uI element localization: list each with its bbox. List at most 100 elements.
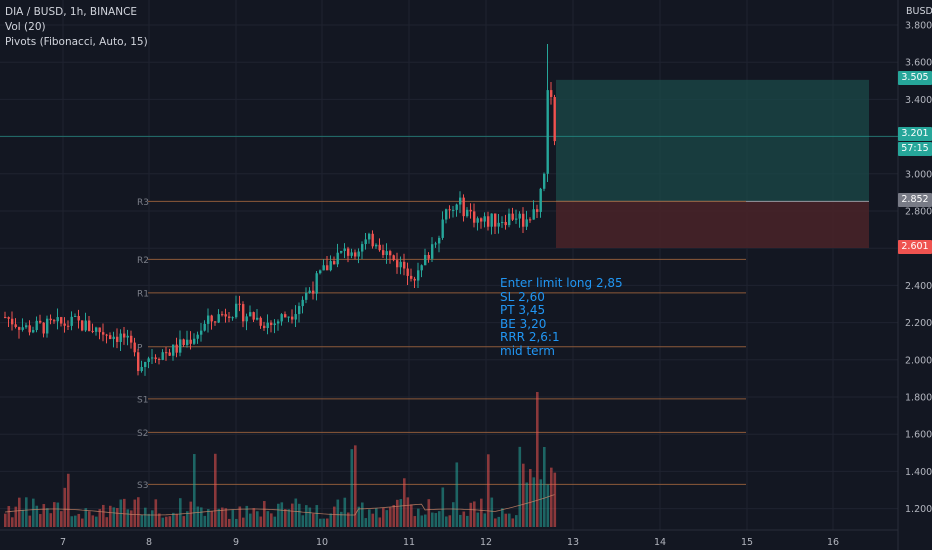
volume-bar bbox=[259, 516, 263, 527]
candle-body bbox=[221, 314, 224, 316]
candle-body bbox=[511, 213, 514, 220]
candle-body bbox=[340, 250, 343, 253]
candle-body bbox=[270, 322, 273, 326]
candle-body bbox=[11, 318, 14, 325]
time-tick-label: 10 bbox=[316, 537, 328, 548]
candle-body bbox=[193, 338, 196, 344]
volume-bar bbox=[60, 511, 63, 527]
pivots-legend[interactable]: Pivots (Fibonacci, Auto, 15) bbox=[5, 36, 148, 48]
candle-body bbox=[371, 233, 374, 247]
candle-body bbox=[144, 361, 147, 367]
volume-bar bbox=[368, 509, 371, 527]
candle-body bbox=[112, 336, 115, 340]
candle-body bbox=[469, 209, 472, 212]
profit-zone bbox=[556, 79, 869, 202]
volume-bar bbox=[228, 518, 231, 527]
volume-bar bbox=[543, 446, 546, 527]
volume-bar bbox=[102, 504, 105, 527]
long-position-tool[interactable] bbox=[0, 79, 898, 249]
candle-body bbox=[424, 254, 427, 266]
volume-bar bbox=[11, 517, 14, 527]
candle-body bbox=[333, 261, 336, 265]
candle-body bbox=[98, 327, 101, 333]
note-line-4: BE 3,20 bbox=[500, 316, 547, 331]
candle-body bbox=[228, 316, 231, 318]
pivot-lines: R3 R2 R1 P S1 S2 S3 bbox=[137, 198, 746, 491]
candle-body bbox=[21, 327, 24, 330]
candle-body bbox=[347, 248, 350, 256]
candle-body bbox=[81, 320, 84, 331]
volume-bar bbox=[140, 514, 144, 527]
candle-body bbox=[161, 352, 164, 360]
candle-body bbox=[448, 209, 451, 211]
volume-bar bbox=[182, 516, 186, 527]
volume-bar bbox=[301, 515, 305, 527]
candle-body bbox=[130, 335, 133, 343]
candle-body bbox=[350, 252, 353, 256]
time-tick-label: 7 bbox=[60, 537, 66, 548]
volume-bar bbox=[123, 498, 126, 527]
volume-bar bbox=[144, 507, 147, 527]
volume-bar bbox=[158, 513, 161, 527]
pivot-label: S2 bbox=[137, 429, 148, 439]
volume-bar bbox=[46, 508, 49, 527]
candle-body bbox=[508, 213, 511, 226]
candle-body bbox=[116, 336, 119, 342]
time-tick-label: 15 bbox=[741, 537, 753, 548]
candle-body bbox=[252, 312, 255, 320]
volume-bar bbox=[462, 511, 466, 527]
candle-body bbox=[445, 209, 448, 220]
candle-body bbox=[256, 317, 259, 320]
candle-body bbox=[147, 358, 150, 362]
candle-body bbox=[7, 317, 10, 319]
candle-body bbox=[494, 213, 497, 227]
candle-body bbox=[403, 261, 406, 269]
volume-bar bbox=[382, 507, 385, 527]
volume-legend[interactable]: Vol (20) bbox=[5, 21, 46, 33]
candle-body bbox=[319, 270, 322, 274]
symbol-legend[interactable]: DIA / BUSD, 1h, BINANCE bbox=[5, 6, 138, 18]
candle-body bbox=[543, 173, 546, 189]
candle-body bbox=[396, 260, 399, 268]
candle-body bbox=[182, 339, 185, 345]
volume-bar bbox=[105, 517, 109, 527]
volume-bar bbox=[249, 513, 252, 527]
price-tick-label: 2.800 bbox=[905, 207, 932, 218]
volume-bar bbox=[263, 501, 266, 527]
price-tick-label: 1.200 bbox=[905, 504, 932, 515]
entry-price-badge: 2.852 bbox=[898, 193, 932, 207]
volume-bar bbox=[459, 514, 462, 527]
volume-bar bbox=[231, 509, 235, 527]
candle-body bbox=[455, 204, 458, 210]
volume-bar bbox=[39, 514, 42, 527]
volume-bar bbox=[539, 479, 543, 527]
candle-body bbox=[14, 324, 17, 328]
candle-body bbox=[368, 233, 371, 240]
trade-note[interactable]: Enter limit long 2,85 SL 2,60 PT 3,45 BE… bbox=[500, 276, 623, 358]
volume-bar bbox=[487, 454, 490, 527]
volume-bar bbox=[172, 512, 175, 527]
candle-body bbox=[389, 251, 392, 256]
volume-bar bbox=[357, 506, 361, 527]
volume-bar bbox=[336, 499, 340, 527]
time-tick-label: 9 bbox=[233, 537, 239, 548]
time-axis: 7 8 9 10 11 12 13 14 15 16 bbox=[60, 537, 839, 548]
candle-body bbox=[84, 320, 87, 331]
volume-bar bbox=[277, 503, 280, 527]
volume-bar bbox=[291, 503, 294, 527]
volume-bar bbox=[518, 446, 522, 527]
candle-body bbox=[39, 320, 42, 323]
volume-bar bbox=[375, 508, 378, 527]
candle-body bbox=[427, 254, 430, 259]
volume-bar bbox=[420, 515, 424, 527]
volume-bar bbox=[88, 511, 91, 527]
candle-body bbox=[123, 333, 126, 338]
candle-body bbox=[480, 218, 483, 222]
volume-bar bbox=[186, 511, 189, 527]
volume-bar bbox=[133, 499, 137, 527]
volume-bar bbox=[476, 512, 480, 527]
volume-bar bbox=[347, 512, 350, 527]
volume-bar bbox=[553, 472, 557, 527]
candle-body bbox=[196, 334, 199, 339]
